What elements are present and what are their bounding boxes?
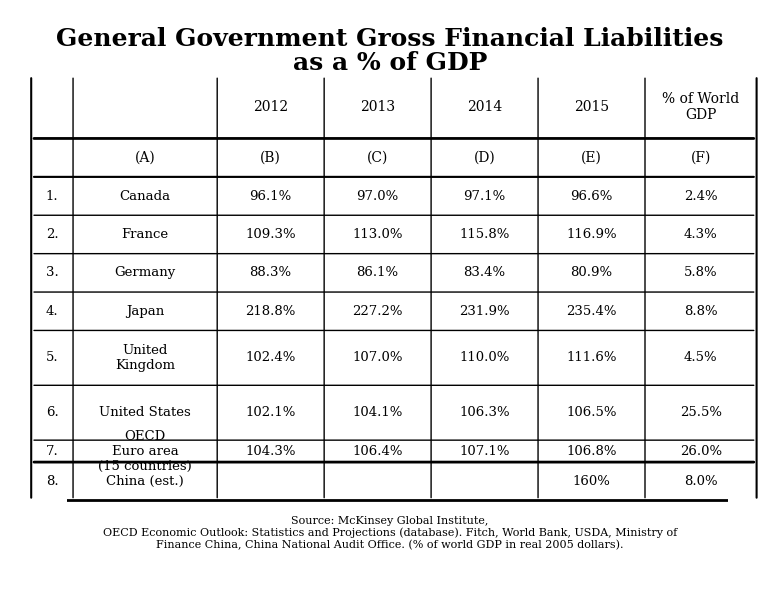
Text: 2.4%: 2.4%: [684, 189, 718, 203]
Text: 25.5%: 25.5%: [680, 406, 722, 419]
Text: 8.0%: 8.0%: [684, 475, 718, 488]
Bar: [31, 75, 757, 500]
Text: 88.3%: 88.3%: [250, 267, 292, 279]
Text: % of World
GDP: % of World GDP: [662, 92, 739, 122]
Text: Source: McKinsey Global Institute,
OECD Economic Outlook: Statistics and Project: Source: McKinsey Global Institute, OECD …: [103, 516, 677, 550]
Text: (F): (F): [690, 151, 711, 165]
Text: 5.: 5.: [46, 352, 58, 364]
Text: 97.1%: 97.1%: [463, 189, 505, 203]
Text: United
Kingdom: United Kingdom: [115, 344, 176, 372]
Text: 107.0%: 107.0%: [353, 352, 403, 364]
Text: 96.6%: 96.6%: [570, 189, 613, 203]
Text: 80.9%: 80.9%: [570, 267, 612, 279]
Text: 116.9%: 116.9%: [566, 228, 617, 241]
Text: 2013: 2013: [360, 100, 395, 114]
Text: 102.1%: 102.1%: [246, 406, 296, 419]
Text: France: France: [122, 228, 168, 241]
Text: (C): (C): [367, 151, 388, 165]
Text: Japan: Japan: [126, 305, 165, 318]
Text: United States: United States: [99, 406, 191, 419]
Text: 218.8%: 218.8%: [246, 305, 296, 318]
Text: 104.3%: 104.3%: [246, 444, 296, 458]
Text: 231.9%: 231.9%: [459, 305, 510, 318]
Text: General Government Gross Financial Liabilities: General Government Gross Financial Liabi…: [56, 27, 724, 51]
Text: 4.5%: 4.5%: [684, 352, 718, 364]
Text: 115.8%: 115.8%: [459, 228, 510, 241]
Text: 2014: 2014: [467, 100, 502, 114]
Text: 107.1%: 107.1%: [459, 444, 510, 458]
Text: 106.5%: 106.5%: [566, 406, 617, 419]
Text: 4.3%: 4.3%: [684, 228, 718, 241]
Text: 2012: 2012: [254, 100, 289, 114]
Text: 106.8%: 106.8%: [566, 444, 617, 458]
Text: Canada: Canada: [119, 189, 171, 203]
Text: 106.4%: 106.4%: [353, 444, 403, 458]
Text: 235.4%: 235.4%: [566, 305, 617, 318]
Text: OECD
Euro area
(15 countries): OECD Euro area (15 countries): [98, 429, 192, 473]
Text: 4.: 4.: [46, 305, 58, 318]
Text: 86.1%: 86.1%: [356, 267, 399, 279]
Text: 113.0%: 113.0%: [353, 228, 403, 241]
Text: 109.3%: 109.3%: [246, 228, 296, 241]
Text: 104.1%: 104.1%: [353, 406, 402, 419]
Text: as a % of GDP: as a % of GDP: [292, 51, 488, 75]
Text: 8.8%: 8.8%: [684, 305, 718, 318]
Text: 3.: 3.: [46, 267, 58, 279]
Text: 8.: 8.: [46, 475, 58, 488]
Text: 96.1%: 96.1%: [250, 189, 292, 203]
Text: 227.2%: 227.2%: [353, 305, 403, 318]
Text: Germany: Germany: [115, 267, 176, 279]
Text: 102.4%: 102.4%: [246, 352, 296, 364]
Text: (E): (E): [581, 151, 602, 165]
Text: (D): (D): [473, 151, 495, 165]
Text: 7.: 7.: [46, 444, 58, 458]
Text: 1.: 1.: [46, 189, 58, 203]
Text: 6.: 6.: [46, 406, 58, 419]
Text: 97.0%: 97.0%: [356, 189, 399, 203]
Text: 83.4%: 83.4%: [463, 267, 505, 279]
Text: (B): (B): [261, 151, 281, 165]
Text: 26.0%: 26.0%: [679, 444, 722, 458]
Text: 106.3%: 106.3%: [459, 406, 510, 419]
Text: 2.: 2.: [46, 228, 58, 241]
Text: (A): (A): [135, 151, 155, 165]
Text: 110.0%: 110.0%: [459, 352, 510, 364]
Text: 5.8%: 5.8%: [684, 267, 718, 279]
Text: 2015: 2015: [574, 100, 609, 114]
Text: 111.6%: 111.6%: [566, 352, 617, 364]
Text: China (est.): China (est.): [106, 475, 184, 488]
Text: 160%: 160%: [573, 475, 611, 488]
